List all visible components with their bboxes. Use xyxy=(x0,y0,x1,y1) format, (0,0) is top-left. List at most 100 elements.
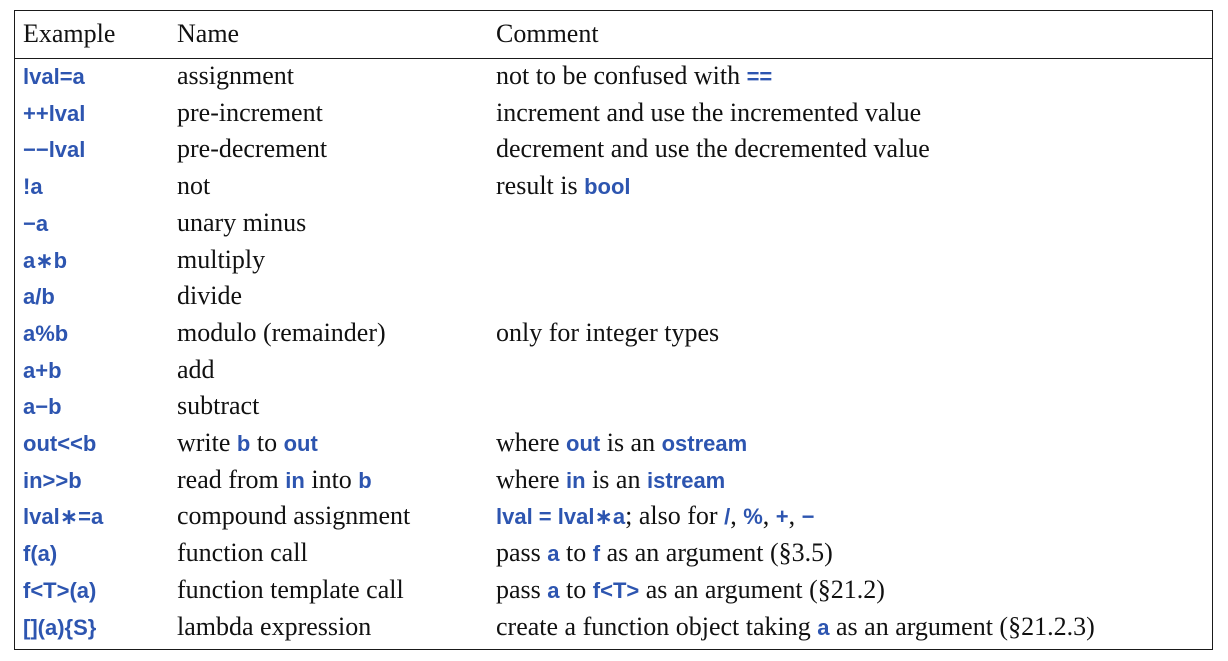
text-fragment: increment and use the incremented value xyxy=(496,97,922,127)
comment-cell: only for integer types xyxy=(496,317,720,347)
example-cell: a−b xyxy=(23,394,62,420)
text-fragment: subtract xyxy=(177,391,260,421)
name-cell: assignment xyxy=(177,63,294,89)
code-fragment: in xyxy=(566,467,586,493)
code-fragment: ostream xyxy=(661,431,748,456)
name-cell: read from in into b xyxy=(177,464,372,494)
table-row: f(a) function call pass a to f as an argum… xyxy=(15,536,1212,573)
example-cell: out<<b xyxy=(23,431,97,456)
text-fragment: , xyxy=(788,501,802,531)
text-fragment: result is xyxy=(496,171,585,201)
table-row: [](a){S} lambda expression create a functi… xyxy=(15,610,1212,647)
example-cell: −−lval xyxy=(23,137,86,163)
table-row: in>>b read from in into b where in is an i… xyxy=(15,463,1212,500)
table-row: !a not result is bool xyxy=(15,169,1212,206)
code-fragment: / xyxy=(724,504,731,530)
comment-cell: pass a to f as an argument (§3.5) xyxy=(496,540,833,566)
text-fragment: is an xyxy=(600,428,662,457)
comment-cell: increment and use the incremented value xyxy=(496,97,922,127)
header-example: Example xyxy=(23,19,116,48)
name-cell: function call xyxy=(177,540,308,566)
example-cell: lval∗=a xyxy=(23,504,104,530)
text-fragment: as an argument (§21.2) xyxy=(639,574,885,604)
code-fragment: out xyxy=(283,431,318,456)
table-row: −a unary minus xyxy=(15,206,1212,243)
table-row: −−lval pre-decrement decrement and use the… xyxy=(15,132,1212,169)
text-fragment: read from xyxy=(177,464,286,494)
text-fragment: , xyxy=(730,501,744,531)
code-fragment: a xyxy=(547,577,560,603)
example-cell: a∗b xyxy=(23,247,68,273)
comment-cell: not to be confused with == xyxy=(496,63,772,89)
comment-cell: create a function object taking a as an … xyxy=(496,611,1095,641)
example-cell: a%b xyxy=(23,320,69,346)
table-row: f<T>(a) function template call pass a to f… xyxy=(15,573,1212,610)
comment-cell: where out is an ostream xyxy=(496,430,747,456)
comment-cell: pass a to f<T> as an argument (§21.2) xyxy=(496,574,885,604)
table-row: a%b modulo (remainder) only for integer ty… xyxy=(15,316,1212,353)
code-fragment: a xyxy=(547,541,560,567)
name-cell: unary minus xyxy=(177,207,307,237)
name-cell: add xyxy=(177,354,215,384)
text-fragment: decrement and use the decremented value xyxy=(496,134,930,164)
text-fragment: only for integer types xyxy=(496,317,720,347)
example-cell: ++lval xyxy=(23,100,86,126)
code-fragment: in xyxy=(285,467,305,493)
text-fragment: pass xyxy=(496,538,548,568)
text-fragment: where xyxy=(496,464,567,494)
text-fragment: is an xyxy=(585,464,647,494)
table-row: out<<b write b to out where out is an ostr… xyxy=(15,426,1212,463)
table-row: a∗b multiply xyxy=(15,243,1212,280)
text-fragment: compound assignment xyxy=(177,501,411,531)
text-fragment: add xyxy=(177,354,215,384)
text-fragment: lambda expression xyxy=(177,611,372,641)
comment-cell: where in is an istream xyxy=(496,464,726,494)
text-fragment: assignment xyxy=(177,61,294,90)
code-fragment: + xyxy=(775,504,789,530)
code-fragment: a xyxy=(817,614,830,640)
text-fragment: where xyxy=(496,428,567,457)
name-cell: pre-increment xyxy=(177,99,323,126)
header-name: Name xyxy=(177,19,240,48)
text-fragment: not xyxy=(177,171,211,201)
code-fragment: bool xyxy=(584,174,631,200)
text-fragment: modulo (remainder) xyxy=(177,317,386,347)
name-cell: write b to out xyxy=(177,430,318,456)
text-fragment: pass xyxy=(496,574,548,604)
text-fragment: to xyxy=(559,538,593,568)
example-cell: f(a) xyxy=(23,541,58,567)
name-cell: modulo (remainder) xyxy=(177,317,386,347)
code-fragment: out xyxy=(566,431,601,456)
comment-cell: result is bool xyxy=(496,173,631,199)
text-fragment: unary minus xyxy=(177,207,307,237)
example-cell: lval=a xyxy=(23,64,85,89)
comment-cell: lval = lval∗a; also for /, %, +, − xyxy=(496,503,814,529)
text-fragment: function template call xyxy=(177,574,404,604)
table-header: Example Name Comment xyxy=(15,11,1212,59)
name-cell: multiply xyxy=(177,246,265,273)
text-fragment: divide xyxy=(177,281,242,311)
text-fragment: as an argument (§3.5) xyxy=(600,538,833,568)
example-cell: !a xyxy=(23,174,43,200)
name-cell: compound assignment xyxy=(177,503,410,529)
table-row: lval∗=a compound assignment lval = lval∗a;… xyxy=(15,499,1212,536)
code-fragment: − xyxy=(801,504,815,530)
code-fragment: b xyxy=(358,467,372,493)
example-cell: a/b xyxy=(23,284,55,310)
table-row: ++lval pre-increment increment and use the… xyxy=(15,96,1212,133)
text-fragment: pre-decrement xyxy=(177,134,328,164)
text-fragment: as an argument (§21.2.3) xyxy=(829,611,1095,641)
text-fragment: into xyxy=(304,464,359,494)
name-cell: pre-decrement xyxy=(177,136,327,162)
code-fragment: b xyxy=(236,431,251,456)
example-cell: a+b xyxy=(23,357,62,383)
name-cell: subtract xyxy=(177,393,259,419)
name-cell: function template call xyxy=(177,574,404,604)
code-fragment: % xyxy=(743,504,763,530)
name-cell: divide xyxy=(177,283,242,309)
comment-cell: decrement and use the decremented value xyxy=(496,136,930,162)
code-fragment: istream xyxy=(646,467,726,493)
code-fragment: lval = lval∗a xyxy=(496,504,626,530)
text-fragment: function call xyxy=(177,538,308,568)
text-fragment: create a function object taking xyxy=(496,611,818,641)
